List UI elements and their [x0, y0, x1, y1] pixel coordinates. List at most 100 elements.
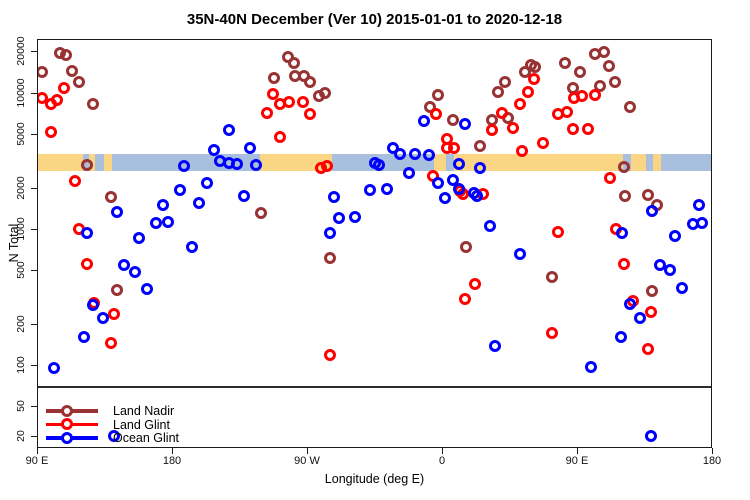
data-point-land-nadir: [529, 60, 542, 73]
data-point-ocean-glint: [161, 215, 174, 228]
data-point-land-glint: [566, 122, 579, 135]
data-point-land-glint: [617, 258, 630, 271]
data-point-land-nadir: [646, 285, 659, 298]
data-point-land-glint: [107, 308, 120, 321]
y-tick-label: 5000: [15, 122, 27, 146]
data-point-land-glint: [485, 123, 498, 136]
data-point-land-nadir: [65, 64, 78, 77]
plot-area: Land Nadir Land Glint Ocean Glint: [37, 39, 712, 448]
data-point-ocean-glint: [349, 210, 362, 223]
map-band-segment-land: [630, 154, 646, 171]
data-point-ocean-glint: [223, 123, 236, 136]
y-tick-mark: [31, 51, 37, 53]
y-tick-mark: [31, 324, 37, 326]
data-point-land-glint: [323, 348, 336, 361]
data-point-land-glint: [274, 130, 287, 143]
data-point-land-glint: [266, 87, 279, 100]
y-tick-label: 20: [15, 430, 27, 442]
data-point-land-glint: [545, 327, 558, 340]
y-tick-label: 50: [15, 400, 27, 412]
data-point-land-nadir: [574, 65, 587, 78]
map-band-segment-land: [38, 154, 83, 171]
y-tick-mark: [31, 134, 37, 136]
data-point-ocean-glint: [118, 258, 131, 271]
data-point-land-nadir: [598, 46, 611, 59]
data-point-ocean-glint: [634, 311, 647, 324]
data-point-land-nadir: [86, 97, 99, 110]
x-tick-mark: [172, 448, 174, 454]
legend-item-label: Ocean Glint: [113, 431, 180, 445]
data-point-land-nadir: [460, 240, 473, 253]
data-point-land-nadir: [602, 60, 615, 73]
data-point-land-glint: [104, 337, 117, 350]
x-tick-mark: [307, 448, 309, 454]
data-point-ocean-glint: [373, 158, 386, 171]
map-band-segment-land: [653, 154, 661, 171]
data-point-land-nadir: [619, 190, 632, 203]
data-point-ocean-glint: [484, 219, 497, 232]
data-point-land-nadir: [323, 251, 336, 264]
y-tick-label: 10000: [15, 78, 27, 108]
data-point-ocean-glint: [149, 216, 162, 229]
data-point-ocean-glint: [107, 430, 120, 443]
data-point-land-nadir: [499, 75, 512, 88]
legend-marker-circle: [61, 404, 73, 417]
x-tick-mark: [712, 448, 714, 454]
data-point-land-nadir: [559, 57, 572, 70]
data-point-ocean-glint: [238, 189, 251, 202]
data-point-land-glint: [536, 137, 549, 150]
data-point-land-nadir: [104, 190, 117, 203]
legend-marker-circle: [61, 431, 73, 444]
data-point-land-nadir: [473, 139, 486, 152]
data-point-ocean-glint: [133, 231, 146, 244]
data-point-ocean-glint: [97, 311, 110, 324]
y-tick-label: 2000: [15, 176, 27, 200]
data-point-land-nadir: [287, 56, 300, 69]
data-point-land-nadir: [518, 65, 531, 78]
data-point-land-glint: [575, 90, 588, 103]
x-axis-label: Longitude (deg E): [324, 472, 425, 486]
data-point-land-glint: [644, 306, 657, 319]
data-point-ocean-glint: [452, 183, 465, 196]
data-point-ocean-glint: [323, 227, 336, 240]
data-point-ocean-glint: [47, 362, 60, 375]
data-point-land-glint: [458, 293, 471, 306]
x-tick-mark: [442, 448, 444, 454]
data-point-ocean-glint: [664, 264, 677, 277]
data-point-ocean-glint: [614, 330, 627, 343]
data-point-land-nadir: [110, 284, 123, 297]
data-point-land-glint: [304, 107, 317, 120]
data-point-ocean-glint: [208, 143, 221, 156]
data-point-land-glint: [581, 123, 594, 136]
data-point-ocean-glint: [178, 159, 191, 172]
data-point-land-glint: [296, 95, 309, 108]
data-point-ocean-glint: [418, 114, 431, 127]
data-point-land-nadir: [80, 158, 93, 171]
data-point-ocean-glint: [458, 117, 471, 130]
data-point-land-glint: [283, 96, 296, 109]
data-point-land-glint: [448, 141, 461, 154]
y-tick-mark: [31, 365, 37, 367]
map-band-segment-ocean: [95, 154, 104, 171]
x-tick-label: 0: [438, 455, 446, 467]
data-point-ocean-glint: [676, 282, 689, 295]
y-tick-mark: [31, 406, 37, 408]
legend-item-label: Land Nadir: [113, 404, 175, 418]
data-point-ocean-glint: [439, 192, 452, 204]
data-point-land-nadir: [593, 79, 606, 92]
data-point-ocean-glint: [230, 157, 243, 170]
data-point-ocean-glint: [473, 161, 486, 174]
y-tick-label: 100: [15, 356, 27, 374]
data-point-land-nadir: [319, 87, 332, 100]
data-point-ocean-glint: [644, 430, 657, 443]
data-point-ocean-glint: [332, 211, 345, 224]
data-point-ocean-glint: [616, 227, 629, 240]
data-point-land-nadir: [641, 188, 654, 201]
map-band-segment-land: [434, 154, 446, 171]
map-band-segment-land: [453, 154, 623, 171]
data-point-ocean-glint: [695, 216, 708, 229]
data-point-land-glint: [68, 175, 81, 188]
y-tick-mark: [31, 93, 37, 95]
data-point-land-nadir: [446, 113, 459, 126]
